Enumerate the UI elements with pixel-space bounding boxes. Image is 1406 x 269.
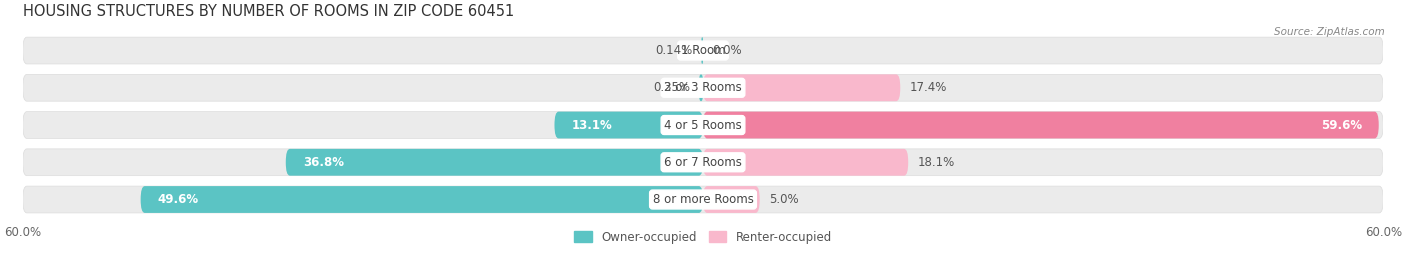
Text: 0.35%: 0.35% — [652, 81, 690, 94]
FancyBboxPatch shape — [22, 186, 1384, 213]
FancyBboxPatch shape — [554, 112, 703, 139]
Text: HOUSING STRUCTURES BY NUMBER OF ROOMS IN ZIP CODE 60451: HOUSING STRUCTURES BY NUMBER OF ROOMS IN… — [22, 4, 515, 19]
Text: 13.1%: 13.1% — [571, 119, 612, 132]
Text: Source: ZipAtlas.com: Source: ZipAtlas.com — [1274, 27, 1385, 37]
FancyBboxPatch shape — [22, 37, 1384, 64]
FancyBboxPatch shape — [22, 74, 1384, 101]
FancyBboxPatch shape — [703, 149, 908, 176]
Text: 4 or 5 Rooms: 4 or 5 Rooms — [664, 119, 742, 132]
FancyBboxPatch shape — [285, 149, 703, 176]
Text: 1 Room: 1 Room — [681, 44, 725, 57]
FancyBboxPatch shape — [141, 186, 703, 213]
FancyBboxPatch shape — [703, 74, 900, 101]
Legend: Owner-occupied, Renter-occupied: Owner-occupied, Renter-occupied — [569, 226, 837, 248]
Text: 17.4%: 17.4% — [910, 81, 946, 94]
Text: 2 or 3 Rooms: 2 or 3 Rooms — [664, 81, 742, 94]
Text: 49.6%: 49.6% — [157, 193, 198, 206]
Text: 0.14%: 0.14% — [655, 44, 692, 57]
Text: 36.8%: 36.8% — [302, 156, 344, 169]
Text: 18.1%: 18.1% — [917, 156, 955, 169]
Text: 6 or 7 Rooms: 6 or 7 Rooms — [664, 156, 742, 169]
Text: 8 or more Rooms: 8 or more Rooms — [652, 193, 754, 206]
FancyBboxPatch shape — [22, 149, 1384, 176]
FancyBboxPatch shape — [699, 74, 703, 101]
Text: 5.0%: 5.0% — [769, 193, 799, 206]
FancyBboxPatch shape — [703, 112, 1379, 139]
FancyBboxPatch shape — [22, 112, 1384, 139]
Text: 59.6%: 59.6% — [1320, 119, 1362, 132]
FancyBboxPatch shape — [703, 186, 759, 213]
FancyBboxPatch shape — [702, 37, 703, 64]
Text: 0.0%: 0.0% — [711, 44, 742, 57]
